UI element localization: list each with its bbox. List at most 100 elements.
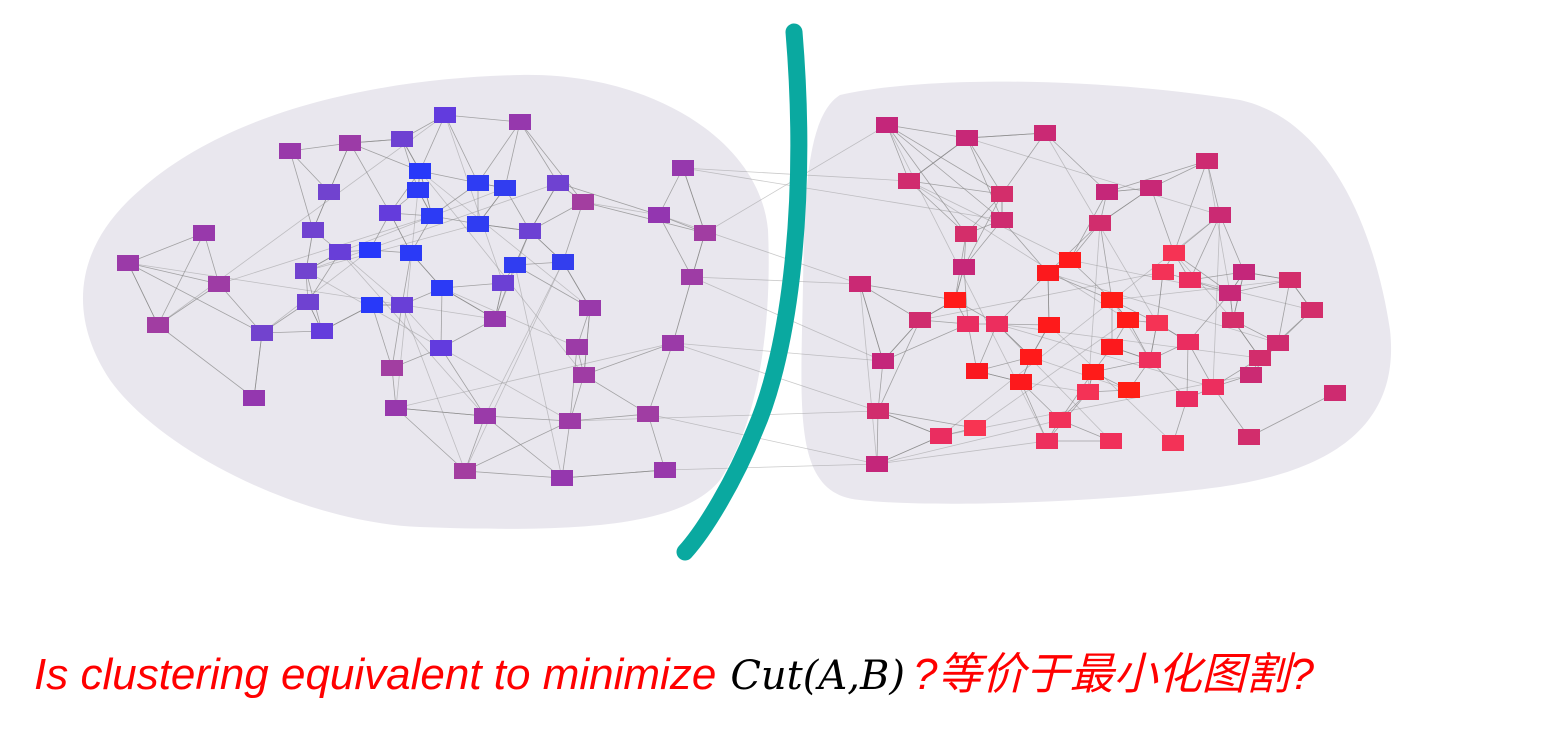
graph-edge (1047, 222, 1101, 274)
graph-node (1240, 367, 1262, 383)
graph-node (1196, 153, 1218, 169)
graph-edge (1189, 279, 1313, 311)
graph-node (637, 406, 659, 422)
graph-node (279, 143, 301, 159)
graph-edge (484, 261, 564, 417)
graph-node (519, 223, 541, 239)
graph-edge (349, 142, 421, 172)
graph-node (573, 367, 595, 383)
graph-node (867, 403, 889, 419)
graph-edge (307, 251, 341, 303)
graph-edge (253, 332, 263, 399)
graph-node (117, 255, 139, 271)
graph-node (1324, 385, 1346, 401)
graph-edge (1212, 386, 1250, 438)
graph-edge (494, 264, 516, 320)
graph-edge (569, 410, 879, 422)
graph-edge (339, 251, 403, 306)
graph-node (552, 254, 574, 270)
graph-node (1249, 350, 1271, 366)
graph-edge (582, 201, 706, 234)
graph-edge (464, 470, 563, 479)
graph-node (1077, 384, 1099, 400)
graph-node (379, 205, 401, 221)
graph-node (1202, 379, 1224, 395)
graph-node (208, 276, 230, 292)
graph-edge (519, 121, 559, 184)
graph-edge (996, 323, 1214, 388)
graph-node (1219, 285, 1241, 301)
graph-node (474, 408, 496, 424)
graph-edge (395, 407, 486, 417)
graph-node (1222, 312, 1244, 328)
graph-edge (966, 132, 1046, 139)
graph-edge (1044, 132, 1108, 193)
graph-edge (1030, 356, 1130, 391)
graph-node (339, 135, 361, 151)
graph-edge (996, 272, 1049, 325)
graph-edge (157, 114, 446, 326)
graph-edge (908, 180, 967, 235)
graph-edge (908, 180, 1071, 261)
graph-node (467, 175, 489, 191)
graph-node (1267, 335, 1289, 351)
graph-edge (859, 283, 884, 362)
graph-node (1101, 292, 1123, 308)
graph-node (484, 311, 506, 327)
graph-edge (484, 415, 563, 479)
graph-edge (974, 319, 1129, 429)
graph-node (694, 225, 716, 241)
graph-node (1096, 184, 1118, 200)
graph-edge (261, 249, 371, 334)
graph-node (662, 335, 684, 351)
graph-edge (127, 262, 159, 326)
graph-edge (886, 124, 1003, 195)
graph-node (566, 339, 588, 355)
graph-edge (504, 121, 521, 189)
graph-edge (583, 342, 674, 376)
graph-edge (1150, 187, 1175, 254)
graph-edge (127, 262, 220, 285)
cut-line (676, 23, 808, 561)
graph-node (964, 420, 986, 436)
graph-node (509, 114, 531, 130)
graph-node (421, 208, 443, 224)
cut-formula: Cut(A,B) (730, 653, 905, 699)
graph-node (430, 340, 452, 356)
graph-edge (419, 170, 591, 309)
graph-node (1176, 391, 1198, 407)
graph-edge (1248, 392, 1336, 438)
graph-node (559, 413, 581, 429)
graph-node (1082, 364, 1104, 380)
graph-node (876, 117, 898, 133)
graph-edge (401, 252, 412, 306)
graph-edge (1111, 279, 1291, 301)
graph-edge (1186, 341, 1189, 400)
graph-edge (1189, 214, 1221, 281)
graph-edge (157, 324, 255, 399)
graph-edge (647, 413, 666, 471)
graph-node (467, 216, 489, 232)
graph-edge (157, 232, 205, 326)
graph-node (381, 360, 403, 376)
graph-node (1179, 272, 1201, 288)
graph-edge (908, 180, 1129, 321)
graph-edge (444, 114, 479, 184)
graph-node (1037, 265, 1059, 281)
graph-node (1233, 264, 1255, 280)
graph-edge (203, 232, 220, 285)
graph-node (944, 292, 966, 308)
graph-node (1118, 382, 1140, 398)
graph-node (1152, 264, 1174, 280)
graph-edge (218, 283, 263, 334)
graph-edge (349, 142, 391, 214)
graph-edge (1111, 299, 1151, 361)
graph-node (361, 297, 383, 313)
graph-node (866, 456, 888, 472)
graph-edge (647, 413, 878, 465)
graph-edge (440, 287, 443, 349)
graph-node (243, 390, 265, 406)
graph-node (953, 259, 975, 275)
graph-edge (647, 342, 674, 415)
graph-edge (1087, 222, 1101, 393)
